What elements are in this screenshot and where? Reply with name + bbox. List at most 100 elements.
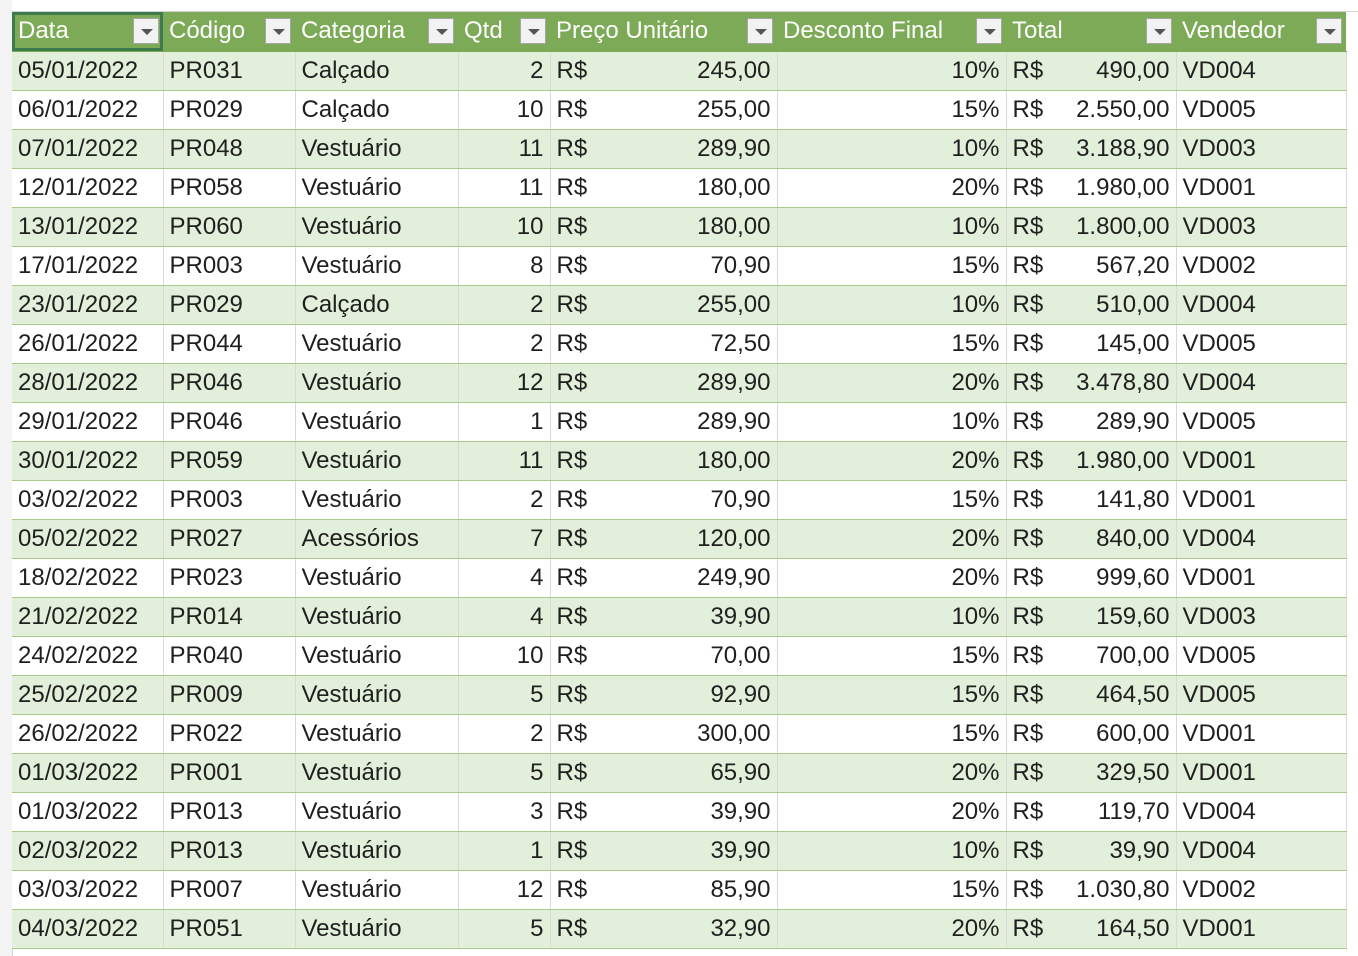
cell-unit-price[interactable]: R$ 85,90 (550, 870, 778, 910)
filter-dropdown-icon[interactable] (265, 18, 291, 44)
cell-code[interactable]: PR007 (163, 870, 296, 910)
cell-seller[interactable]: VD001 (1176, 441, 1347, 481)
cell-qty[interactable]: 12 (458, 363, 551, 403)
cell-code[interactable]: PR009 (163, 675, 296, 715)
cell-total[interactable]: R$ 464,50 (1006, 675, 1177, 715)
cell-date[interactable]: 21/02/2022 (12, 597, 164, 637)
cell-seller[interactable]: VD005 (1176, 636, 1347, 676)
cell-seller[interactable]: VD002 (1176, 246, 1347, 286)
cell-date[interactable]: 02/03/2022 (12, 831, 164, 871)
cell-date[interactable]: 03/02/2022 (12, 480, 164, 520)
cell-category[interactable]: Vestuário (295, 714, 459, 754)
cell-total[interactable]: R$ 840,00 (1006, 519, 1177, 559)
cell-total[interactable]: R$ 145,00 (1006, 324, 1177, 364)
cell-category[interactable]: Vestuário (295, 324, 459, 364)
cell-code[interactable]: PR051 (163, 909, 296, 949)
cell-total[interactable]: R$ 39,90 (1006, 831, 1177, 871)
cell-unit-price[interactable]: R$ 249,90 (550, 558, 778, 598)
cell-discount[interactable]: 10% (777, 402, 1007, 442)
cell-qty[interactable]: 3 (458, 792, 551, 832)
cell-discount[interactable]: 20% (777, 441, 1007, 481)
cell-unit-price[interactable]: R$ 72,50 (550, 324, 778, 364)
cell-category[interactable]: Vestuário (295, 870, 459, 910)
cell-seller[interactable]: VD005 (1176, 402, 1347, 442)
cell-unit-price[interactable]: R$ 180,00 (550, 168, 778, 208)
cell-category[interactable]: Acessórios (295, 519, 459, 559)
cell-discount[interactable]: 10% (777, 207, 1007, 247)
cell-unit-price[interactable]: R$ 289,90 (550, 129, 778, 169)
cell-code[interactable]: PR001 (163, 753, 296, 793)
cell-discount[interactable]: 20% (777, 363, 1007, 403)
cell-unit-price[interactable]: R$ 120,00 (550, 519, 778, 559)
cell-category[interactable]: Vestuário (295, 909, 459, 949)
cell-seller[interactable]: VD001 (1176, 480, 1347, 520)
cell-category[interactable]: Vestuário (295, 558, 459, 598)
cell-date[interactable]: 18/02/2022 (12, 558, 164, 598)
cell-discount[interactable]: 15% (777, 636, 1007, 676)
cell-code[interactable]: PR031 (163, 51, 296, 91)
cell-qty[interactable]: 4 (458, 597, 551, 637)
cell-unit-price[interactable]: R$ 289,90 (550, 363, 778, 403)
cell-seller[interactable]: VD004 (1176, 831, 1347, 871)
cell-seller[interactable]: VD001 (1176, 909, 1347, 949)
cell-category[interactable]: Calçado (295, 51, 459, 91)
cell-date[interactable]: 06/01/2022 (12, 90, 164, 130)
cell-code[interactable]: PR023 (163, 558, 296, 598)
cell-date[interactable]: 25/02/2022 (12, 675, 164, 715)
column-header-category[interactable]: Categoria (295, 12, 458, 52)
cell-qty[interactable]: 2 (458, 285, 551, 325)
cell-seller[interactable]: VD002 (1176, 870, 1347, 910)
cell-category[interactable]: Vestuário (295, 129, 459, 169)
cell-qty[interactable]: 11 (458, 168, 551, 208)
cell-code[interactable]: PR027 (163, 519, 296, 559)
cell-date[interactable]: 26/01/2022 (12, 324, 164, 364)
cell-seller[interactable]: VD003 (1176, 129, 1347, 169)
cell-discount[interactable]: 15% (777, 90, 1007, 130)
cell-date[interactable]: 28/01/2022 (12, 363, 164, 403)
cell-unit-price[interactable]: R$ 180,00 (550, 207, 778, 247)
cell-category[interactable]: Vestuário (295, 363, 459, 403)
cell-unit-price[interactable]: R$ 39,90 (550, 792, 778, 832)
cell-code[interactable]: PR046 (163, 363, 296, 403)
cell-total[interactable]: R$ 700,00 (1006, 636, 1177, 676)
cell-unit-price[interactable]: R$ 39,90 (550, 831, 778, 871)
cell-unit-price[interactable]: R$ 39,90 (550, 597, 778, 637)
cell-date[interactable]: 01/03/2022 (12, 792, 164, 832)
cell-discount[interactable]: 15% (777, 246, 1007, 286)
cell-code[interactable]: PR029 (163, 90, 296, 130)
cell-code[interactable]: PR048 (163, 129, 296, 169)
cell-seller[interactable]: VD001 (1176, 168, 1347, 208)
cell-seller[interactable]: VD004 (1176, 363, 1347, 403)
cell-date[interactable]: 01/03/2022 (12, 753, 164, 793)
filter-dropdown-icon[interactable] (1146, 18, 1172, 44)
cell-total[interactable]: R$ 490,00 (1006, 51, 1177, 91)
filter-dropdown-icon[interactable] (133, 18, 159, 44)
filter-dropdown-icon[interactable] (520, 18, 546, 44)
filter-dropdown-icon[interactable] (747, 18, 773, 44)
cell-code[interactable]: PR013 (163, 831, 296, 871)
cell-qty[interactable]: 1 (458, 402, 551, 442)
cell-unit-price[interactable]: R$ 32,90 (550, 909, 778, 949)
cell-unit-price[interactable]: R$ 245,00 (550, 51, 778, 91)
cell-code[interactable]: PR013 (163, 792, 296, 832)
cell-code[interactable]: PR029 (163, 285, 296, 325)
cell-qty[interactable]: 8 (458, 246, 551, 286)
cell-category[interactable]: Vestuário (295, 831, 459, 871)
cell-qty[interactable]: 5 (458, 909, 551, 949)
cell-seller[interactable]: VD001 (1176, 714, 1347, 754)
column-header-unit-price[interactable]: Preço Unitário (550, 12, 777, 52)
cell-date[interactable]: 05/02/2022 (12, 519, 164, 559)
cell-total[interactable]: R$ 3.188,90 (1006, 129, 1177, 169)
cell-total[interactable]: R$ 1.980,00 (1006, 441, 1177, 481)
column-header-total[interactable]: Total (1006, 12, 1176, 52)
cell-total[interactable]: R$ 159,60 (1006, 597, 1177, 637)
cell-discount[interactable]: 20% (777, 519, 1007, 559)
cell-qty[interactable]: 7 (458, 519, 551, 559)
cell-seller[interactable]: VD005 (1176, 90, 1347, 130)
cell-date[interactable]: 03/03/2022 (12, 870, 164, 910)
cell-unit-price[interactable]: R$ 180,00 (550, 441, 778, 481)
cell-unit-price[interactable]: R$ 70,90 (550, 480, 778, 520)
cell-unit-price[interactable]: R$ 70,00 (550, 636, 778, 676)
cell-code[interactable]: PR003 (163, 246, 296, 286)
column-header-code[interactable]: Código (163, 12, 295, 52)
